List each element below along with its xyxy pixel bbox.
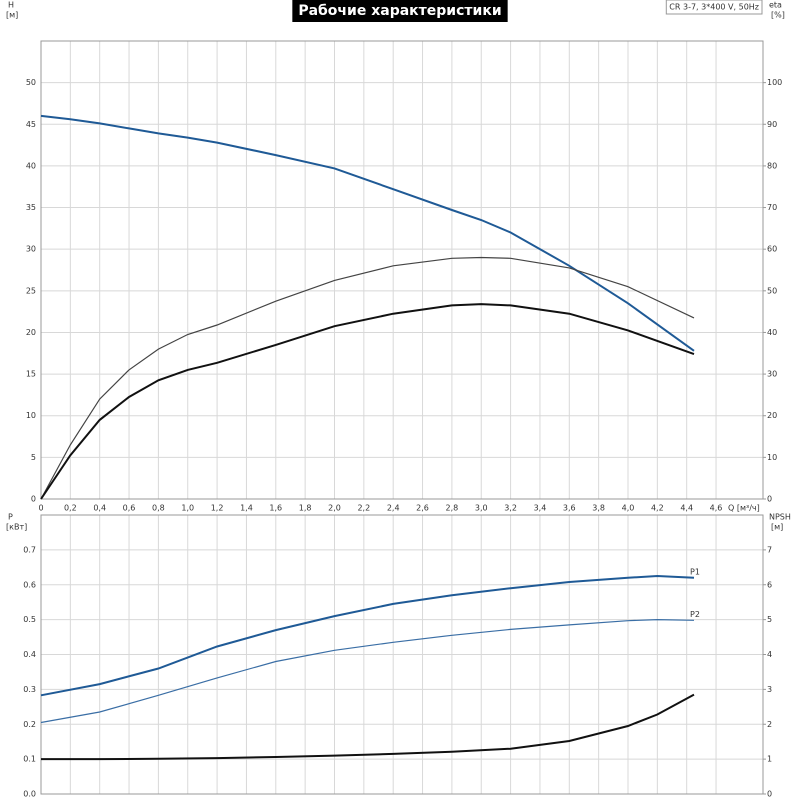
- y2-tick-label: 60: [767, 245, 777, 254]
- x-tick-label: 1,8: [299, 504, 312, 513]
- y2-tick-label: 1: [767, 755, 772, 764]
- y2-tick-label: 80: [767, 161, 777, 170]
- y2-tick-label: 40: [767, 328, 777, 337]
- y2-tick-label: 6: [767, 580, 772, 589]
- plot-frame: [40, 40, 764, 500]
- y-tick-label: 0.5: [23, 615, 36, 624]
- y2-tick-label: 4: [767, 650, 772, 659]
- y2-tick-label: 0: [767, 790, 772, 799]
- y2-axis-label: NPSH: [769, 513, 791, 522]
- y-axis-label: P: [8, 513, 13, 522]
- x-tick-label: 4,4: [680, 504, 693, 513]
- y2-tick-label: 2: [767, 720, 772, 729]
- y-tick-label: 25: [26, 286, 36, 295]
- model-box: [665, 0, 763, 15]
- curve: [40, 303, 695, 500]
- x-tick-label: 4,0: [622, 504, 635, 513]
- y-tick-label: 45: [26, 120, 36, 129]
- curve-label: P1: [690, 567, 700, 576]
- y-tick-label: 0.4: [23, 650, 36, 659]
- y-tick-label: 0.7: [23, 545, 36, 554]
- title-box: [292, 0, 508, 22]
- x-tick-label: 2,2: [357, 504, 370, 513]
- y-tick-label: 0: [31, 495, 36, 504]
- curve: [41, 693, 695, 761]
- curve: [40, 574, 695, 697]
- x-tick-label: 4,2: [651, 504, 664, 513]
- y2-tick-label: 0: [767, 495, 772, 504]
- y2-axis-unit: [%]: [771, 11, 785, 20]
- y-tick-label: 0.0: [23, 790, 36, 799]
- y2-axis-label: eta: [769, 1, 782, 10]
- curve: [40, 618, 695, 724]
- y2-tick-label: 5: [767, 615, 772, 624]
- x-tick-label: 0,4: [93, 504, 106, 513]
- y2-tick-label: 90: [767, 120, 777, 129]
- curve-label: P2: [690, 610, 700, 619]
- x-tick-label: 0,2: [64, 504, 77, 513]
- y2-tick-label: 10: [767, 453, 777, 462]
- y-tick-label: 30: [26, 245, 36, 254]
- x-axis-label: Q [м³/ч]: [728, 504, 760, 513]
- y2-tick-label: 20: [767, 411, 777, 420]
- y-tick-label: 40: [26, 161, 36, 170]
- y2-tick-label: 7: [767, 545, 772, 554]
- x-tick-label: 3,4: [534, 504, 547, 513]
- y-tick-label: 0.2: [23, 720, 36, 729]
- x-tick-label: 1,6: [269, 504, 282, 513]
- x-tick-label: 2,0: [328, 504, 341, 513]
- x-tick-label: 2,6: [416, 504, 429, 513]
- x-tick-label: 0,6: [123, 504, 136, 513]
- y-tick-label: 10: [26, 411, 36, 420]
- y-tick-label: 0.6: [23, 580, 36, 589]
- model-label: CR 3-7, 3*400 V, 50Hz: [669, 3, 759, 12]
- y-axis-unit: [м]: [6, 11, 18, 20]
- y2-tick-label: 100: [767, 78, 782, 87]
- x-tick-label: 3,8: [592, 504, 605, 513]
- y-tick-label: 15: [26, 370, 36, 379]
- x-tick-label: 1,0: [181, 504, 194, 513]
- y2-tick-label: 3: [767, 685, 772, 694]
- x-tick-label: 3,0: [475, 504, 488, 513]
- curve: [40, 256, 695, 500]
- x-tick-label: 4,6: [710, 504, 723, 513]
- y2-axis-unit: [м]: [771, 523, 783, 532]
- plot-frame: [40, 514, 764, 795]
- y-tick-label: 0.3: [23, 685, 36, 694]
- y-axis-unit: [кВт]: [6, 523, 27, 532]
- x-tick-label: 2,8: [446, 504, 459, 513]
- x-tick-label: 2,4: [387, 504, 400, 513]
- chart-title: Рабочие характеристики: [298, 3, 501, 19]
- x-tick-label: 1,2: [211, 504, 224, 513]
- y-tick-label: 35: [26, 203, 36, 212]
- x-tick-label: 3,6: [563, 504, 576, 513]
- x-tick-label: 3,2: [504, 504, 517, 513]
- y-tick-label: 0.1: [23, 755, 36, 764]
- x-tick-label: 1,4: [240, 504, 253, 513]
- x-tick-label: 0: [38, 504, 43, 513]
- x-tick-label: 0,8: [152, 504, 165, 513]
- y-axis-label: H: [8, 1, 14, 10]
- y2-tick-label: 30: [767, 370, 777, 379]
- y-tick-label: 50: [26, 78, 36, 87]
- y-tick-label: 20: [26, 328, 36, 337]
- y2-tick-label: 70: [767, 203, 777, 212]
- curve: [40, 114, 695, 352]
- y-tick-label: 5: [31, 453, 36, 462]
- y2-tick-label: 50: [767, 286, 777, 295]
